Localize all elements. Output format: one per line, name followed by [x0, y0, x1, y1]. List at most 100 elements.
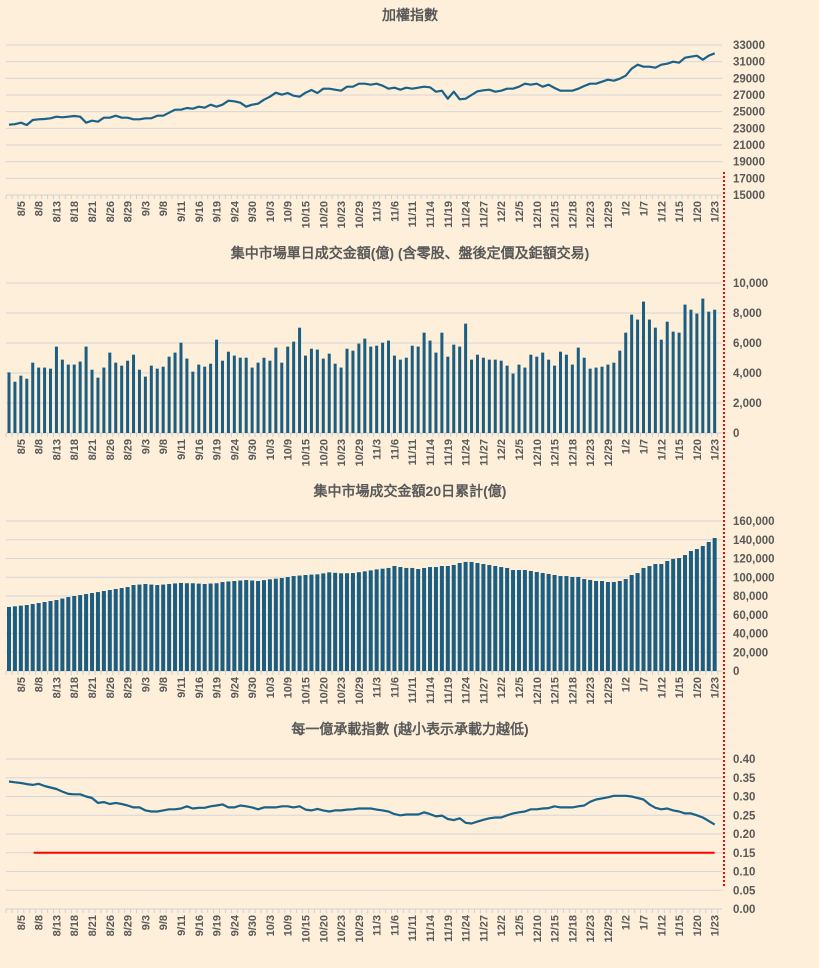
turnover-20day-sum-chart: 集中市場成交金額20日累計(億) 0 20,000 40,000 60,000 80,00…: [5, 483, 775, 705]
bar: [356, 572, 361, 671]
y-tick-label: 0.10: [733, 867, 755, 879]
x-tick-label: 8/18: [69, 439, 81, 460]
x-tick-label: 8/21: [87, 677, 99, 698]
bar: [523, 367, 527, 433]
bar: [594, 581, 599, 671]
bar: [642, 301, 646, 433]
x-tick-label: 11/14: [425, 676, 437, 704]
x-tick-label: 1/20: [692, 201, 704, 222]
x-tick-label: 8/26: [105, 677, 117, 698]
bar: [452, 344, 456, 433]
bar: [457, 563, 462, 671]
bar: [286, 346, 290, 433]
bar: [528, 570, 533, 671]
x-tick-label: 11/6: [389, 915, 401, 936]
bar: [191, 371, 195, 433]
bar: [327, 353, 331, 433]
bar: [96, 377, 100, 433]
x-tick-label: 10/20: [318, 439, 330, 467]
bar: [665, 561, 670, 671]
bar: [534, 572, 539, 671]
bar: [36, 603, 41, 671]
bar: [713, 309, 717, 433]
bar: [458, 346, 462, 433]
bar: [173, 352, 177, 433]
x-tick-label: 9/3: [140, 439, 152, 454]
x-tick-label: 11/27: [478, 915, 490, 942]
bar: [630, 314, 634, 433]
x-tick-label: 10/3: [265, 915, 277, 936]
bar: [386, 567, 391, 671]
bar: [618, 350, 622, 433]
bar: [220, 582, 225, 671]
x-tick-label: 1/2: [621, 915, 633, 930]
bar: [315, 349, 319, 433]
bar: [42, 602, 47, 671]
x-tick-label: 11/24: [461, 676, 473, 704]
bar: [588, 579, 593, 671]
bar: [428, 340, 432, 433]
bar: [357, 343, 361, 433]
y-tick-label: 8,000: [733, 308, 762, 320]
daily-turnover-chart: 集中市場單日成交金額(億) (含零股、盤後定價及鉅額交易) 0 2,000 4,000…: [5, 245, 768, 467]
bar: [149, 365, 153, 433]
bar: [155, 368, 159, 433]
bar: [410, 345, 414, 433]
bar: [132, 354, 136, 433]
x-tick-label: 12/5: [514, 677, 526, 698]
x-tick-label: 9/8: [158, 439, 170, 454]
bar: [66, 597, 71, 671]
x-tick-label: 1/12: [656, 677, 668, 698]
x-tick-label: 11/6: [389, 201, 401, 222]
series-line: [8, 52, 716, 127]
x-tick-label: 12/10: [532, 677, 544, 705]
x-tick-label: 12/2: [496, 677, 508, 698]
x-tick-label: 10/29: [354, 915, 366, 943]
x-tick-label: 9/11: [176, 439, 188, 460]
bar: [677, 332, 681, 433]
x-tick-label: 9/30: [247, 915, 259, 936]
x-tick-label: 9/3: [140, 201, 152, 216]
bar: [120, 365, 124, 433]
bar: [119, 588, 124, 671]
x-tick-label: 8/8: [34, 677, 46, 692]
bar: [232, 581, 237, 671]
bar: [653, 327, 657, 433]
bar: [475, 563, 480, 671]
x-tick-label: 1/2: [621, 201, 633, 216]
bar: [196, 583, 201, 671]
bar: [416, 569, 421, 671]
bar: [635, 573, 640, 671]
bar: [345, 348, 349, 433]
x-tick-label: 12/23: [585, 677, 597, 705]
bar: [202, 584, 207, 671]
y-tick-label: 100,000: [733, 572, 775, 584]
bar: [345, 573, 350, 671]
y-tick-label: 160,000: [733, 516, 775, 528]
x-tick-label: 9/30: [247, 439, 259, 460]
bar: [351, 350, 355, 433]
bar: [167, 356, 171, 433]
bar: [78, 595, 83, 671]
bar: [487, 359, 491, 433]
x-tick-label: 9/30: [247, 201, 259, 222]
x-tick-label: 12/10: [532, 439, 544, 467]
bar: [582, 579, 587, 671]
bar: [321, 573, 326, 671]
y-tick-label: 23000: [733, 123, 765, 135]
bar: [280, 362, 284, 433]
bar: [647, 566, 652, 671]
y-tick-label: 6,000: [733, 338, 762, 350]
bar: [208, 583, 213, 671]
bar: [368, 570, 373, 671]
bar: [606, 364, 610, 433]
bar: [570, 576, 575, 671]
x-tick-label: 1/15: [674, 677, 686, 698]
bar: [541, 352, 545, 433]
x-tick-label: 8/21: [87, 201, 99, 222]
bar: [339, 573, 344, 671]
x-tick-label: 8/29: [123, 915, 135, 936]
y-tick-label: 0.15: [733, 848, 756, 860]
x-tick-label: 8/29: [123, 439, 135, 460]
bar: [125, 587, 130, 671]
